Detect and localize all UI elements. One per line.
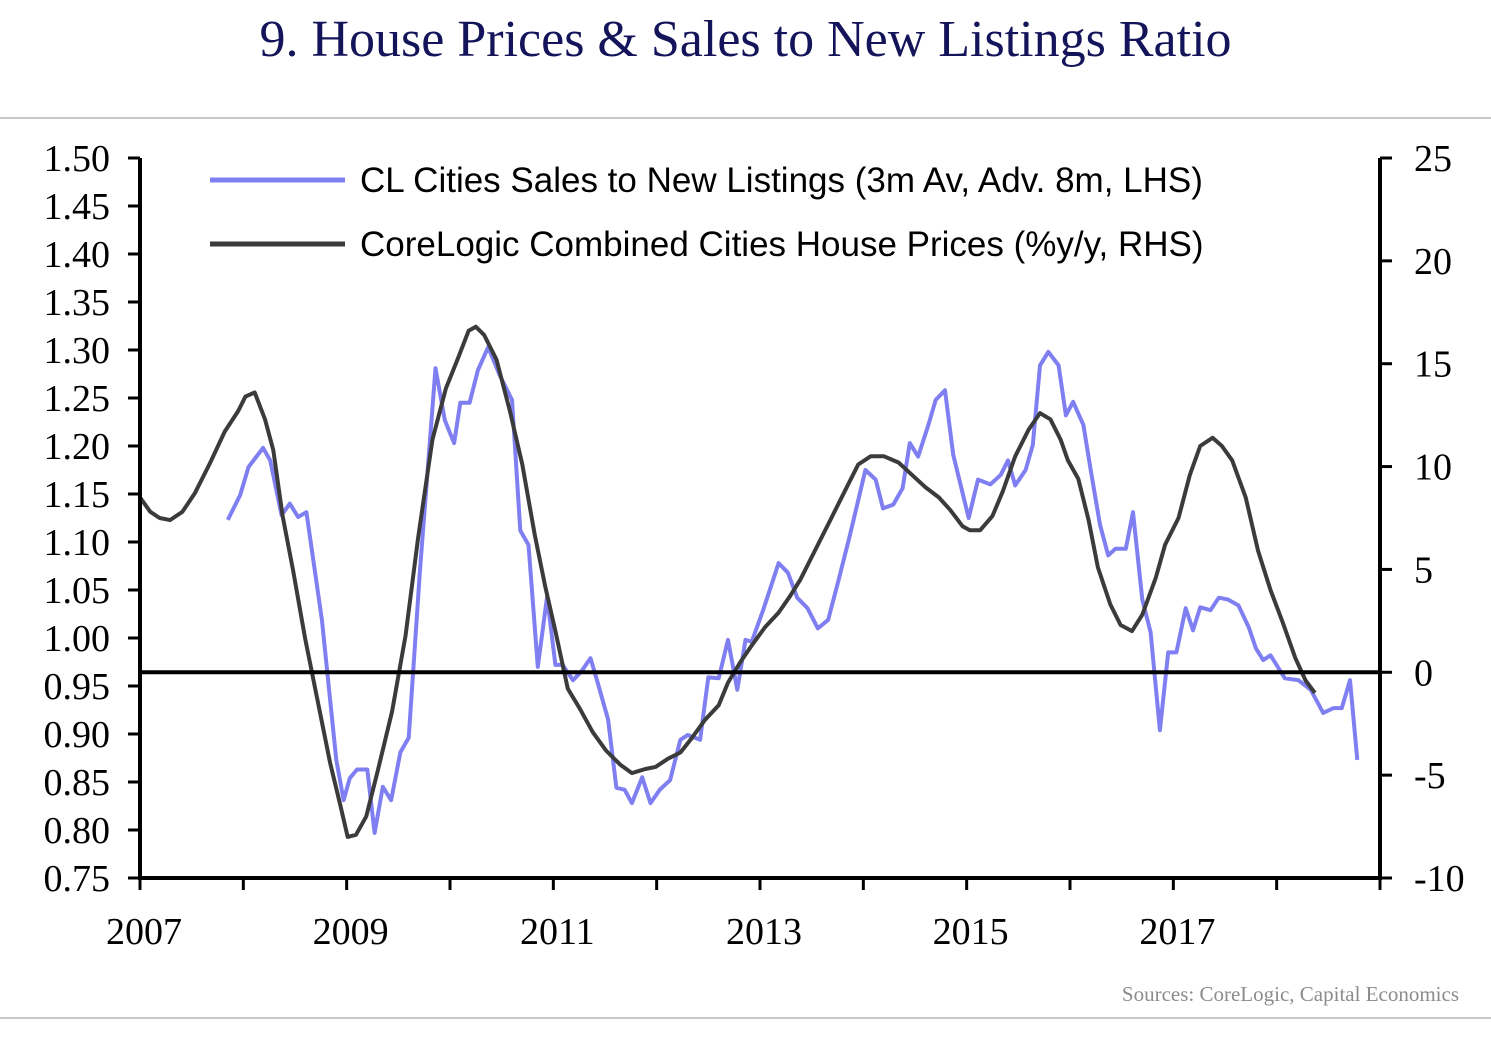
left-tick-label: 0.95: [44, 666, 111, 708]
legend-label: CL Cities Sales to New Listings (3m Av, …: [360, 161, 1203, 200]
right-tick-label: -5: [1414, 755, 1446, 797]
footer-divider: [0, 1017, 1491, 1019]
left-tick-label: 1.50: [44, 138, 111, 180]
left-tick-label: 1.10: [44, 522, 111, 564]
x-tick-label: 2013: [726, 911, 802, 953]
right-tick-label: 15: [1414, 344, 1452, 386]
title-divider: [0, 117, 1491, 119]
left-tick-label: 0.85: [44, 762, 111, 804]
chart-title: 9. House Prices & Sales to New Listings …: [259, 11, 1232, 68]
left-tick-label: 0.80: [44, 810, 111, 852]
source-note: Sources: CoreLogic, Capital Economics: [1121, 982, 1459, 1006]
right-tick-label: 25: [1414, 138, 1452, 180]
left-tick-label: 1.30: [44, 330, 111, 372]
left-tick-label: 0.90: [44, 714, 111, 756]
left-tick-label: 1.15: [44, 474, 111, 516]
x-tick-label: 2015: [933, 911, 1009, 953]
left-tick-label: 1.00: [44, 618, 111, 660]
x-tick-label: 2007: [106, 911, 182, 953]
x-tick-label: 2011: [520, 911, 595, 953]
series-line-sales-to-listings: [226, 345, 1360, 835]
left-tick-label: 1.45: [44, 186, 111, 228]
left-tick-label: 0.75: [44, 858, 111, 900]
right-tick-label: -10: [1414, 858, 1465, 900]
right-tick-label: 20: [1414, 241, 1452, 283]
right-tick-label: 10: [1414, 447, 1452, 489]
x-tick-label: 2017: [1139, 911, 1215, 953]
right-tick-label: 0: [1414, 652, 1433, 694]
left-tick-label: 1.35: [44, 282, 111, 324]
series-line-house-prices: [138, 324, 1317, 839]
left-tick-label: 1.20: [44, 426, 111, 468]
left-tick-label: 1.40: [44, 234, 111, 276]
left-tick-label: 1.05: [44, 570, 111, 612]
right-tick-label: 5: [1414, 549, 1433, 591]
left-tick-label: 1.25: [44, 378, 111, 420]
x-tick-label: 2009: [313, 911, 389, 953]
legend-label: CoreLogic Combined Cities House Prices (…: [360, 225, 1204, 264]
